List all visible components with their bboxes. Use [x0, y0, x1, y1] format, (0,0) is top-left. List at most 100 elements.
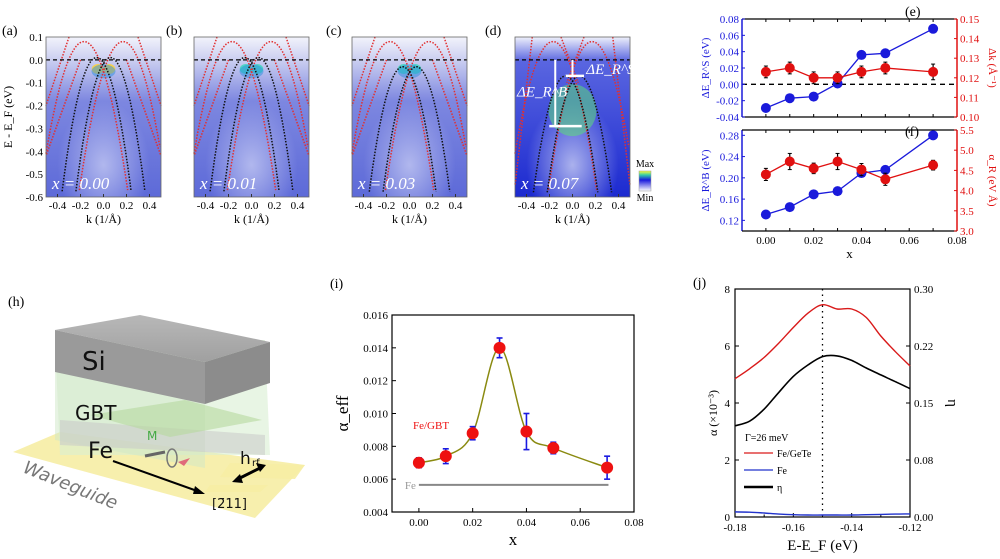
arpes-panels: (a) x = 0.00 -0.4 -0.2 0.0 0.2 0.4 k (1/Å) 0.1 0.… — [1, 24, 654, 226]
fe-reference-label: Fe — [405, 480, 416, 492]
band-fit-red — [285, 36, 310, 106]
layer-label-fe: Fe — [88, 439, 113, 464]
band-fit-red — [514, 40, 598, 191]
x-annotation: x = 0.03 — [357, 174, 415, 193]
panel-j: (j) 0 2 4 6 8 0.00 0.08 0.15 0.22 0.30 -0.18 -0.16 -0… — [693, 276, 960, 554]
band-fit-black — [382, 65, 451, 192]
left-tick-label: 2 — [725, 455, 731, 467]
right-tick-label: 0.15 — [960, 14, 980, 26]
left-axis-label: ΔE_R^B (eV) — [700, 149, 712, 211]
y-tick-label: -0.5 — [26, 169, 44, 181]
band-fit-red — [45, 36, 70, 106]
x-tick-label: -0.14 — [840, 522, 863, 534]
colorbar-max-label: Max — [636, 159, 654, 170]
left-axis-label: ΔE_R^S (eV) — [700, 37, 712, 98]
legend-label: η — [777, 483, 782, 494]
series-line-η — [734, 354, 911, 427]
x-tick-label: 0.4 — [612, 200, 626, 212]
band-fit-black — [223, 56, 294, 192]
right-tick-label: 0.13 — [960, 53, 980, 65]
y-tick-label: 0.008 — [363, 441, 388, 453]
x-axis-label: k (1/Å) — [392, 212, 427, 226]
left-tick-label: 0.04 — [720, 47, 740, 59]
panel-label: (c) — [326, 24, 342, 39]
y-tick-label: 0.016 — [363, 310, 388, 322]
data-point — [928, 23, 939, 34]
panel-label-h: (h) — [8, 295, 25, 310]
x-tick-label: 0.0 — [403, 200, 417, 212]
data-point — [880, 48, 891, 59]
fit-curve — [418, 347, 608, 469]
right-tick-label: 3.0 — [960, 226, 974, 238]
x-tick-label: -0.16 — [782, 522, 805, 534]
plot-frame — [391, 314, 635, 513]
x-tick-label: 0.08 — [947, 235, 967, 247]
arpes-panel-0: (a) x = 0.00 -0.4 -0.2 0.0 0.2 0.4 k (1/Å) 0.1 0.… — [1, 24, 162, 226]
band-fit-red — [351, 36, 376, 106]
band-fit-red — [566, 36, 585, 83]
data-point — [520, 425, 533, 438]
x-axis-label: k (1/Å) — [234, 212, 269, 226]
x-tick-label: 0.2 — [426, 200, 440, 212]
data-point — [808, 91, 819, 102]
x-tick-label: -0.4 — [518, 200, 536, 212]
data-point — [880, 164, 891, 175]
left-tick-label: 0.12 — [720, 215, 739, 227]
x-tick-label: 0.4 — [449, 200, 463, 212]
x-tick-label: -0.18 — [724, 522, 747, 534]
y-tick-label: 0.012 — [363, 376, 388, 388]
x-tick-label: 0.06 — [571, 517, 591, 529]
intensity-spot — [548, 84, 597, 137]
band-fit-red — [514, 36, 533, 186]
rf-field-subscript: rf — [252, 458, 260, 469]
right-tick-label: 0.10 — [960, 112, 980, 124]
data-point — [832, 156, 843, 167]
left-tick-label: 0.28 — [720, 130, 740, 142]
x-axis-label: k (1/Å) — [86, 212, 121, 226]
left-tick-label: 0.24 — [720, 152, 740, 164]
legend-label: Fe — [777, 466, 788, 477]
x-annotation: x = 0.07 — [520, 174, 580, 193]
data-point — [784, 202, 795, 213]
x-tick-label: 0.04 — [517, 517, 537, 529]
data-point — [808, 189, 819, 200]
data-point — [856, 66, 867, 77]
magnetization-arrow-icon — [144, 450, 166, 458]
y-tick-label: 0.010 — [363, 409, 388, 421]
x-tick-label: 0.4 — [143, 200, 157, 212]
left-tick-label: 0.08 — [720, 14, 740, 26]
band-fit-red — [45, 40, 129, 191]
waveguide-ground-right — [220, 463, 305, 479]
right-axis-label: α_R (eV Å) — [986, 155, 998, 207]
band-fit-black — [209, 56, 280, 192]
x-tick-label: 0.04 — [852, 235, 872, 247]
si-layer-front — [55, 330, 205, 404]
y-axis-label: E - E_F (eV) — [1, 86, 15, 148]
series-line-Fe/GeTe — [734, 303, 911, 380]
x-tick-label: -0.12 — [899, 522, 922, 534]
band-fit-black — [368, 65, 437, 192]
x-tick-label: 0.2 — [589, 200, 603, 212]
x-tick-label: 0.02 — [804, 235, 823, 247]
x-annotation: x = 0.01 — [199, 174, 257, 193]
panel-h-schematic: (h) Si GBT Fe M Waveguide [2̄11] h rf — [8, 295, 305, 518]
x-tick-label: 0.08 — [624, 517, 644, 529]
y-tick-label: -0.4 — [26, 146, 44, 158]
left-tick-label: 0.02 — [720, 63, 739, 75]
band-fit-red — [443, 36, 468, 106]
si-layer-top — [55, 315, 270, 362]
direction-arrow-icon — [112, 460, 201, 493]
data-point — [784, 93, 795, 104]
data-point — [928, 66, 939, 77]
data-point — [601, 461, 614, 474]
data-point — [808, 72, 819, 83]
band-fit-red — [560, 36, 579, 83]
si-layer-side — [205, 342, 270, 404]
right-tick-label: 0.15 — [914, 398, 934, 410]
x-tick-label: 0.00 — [409, 517, 429, 529]
x-tick-label: -0.4 — [355, 200, 373, 212]
band-fit-red — [384, 40, 467, 191]
x-tick-label: -0.2 — [541, 200, 558, 212]
series-label-fe-gbt: Fe/GBT — [413, 420, 449, 432]
band-fit-red — [547, 40, 630, 191]
